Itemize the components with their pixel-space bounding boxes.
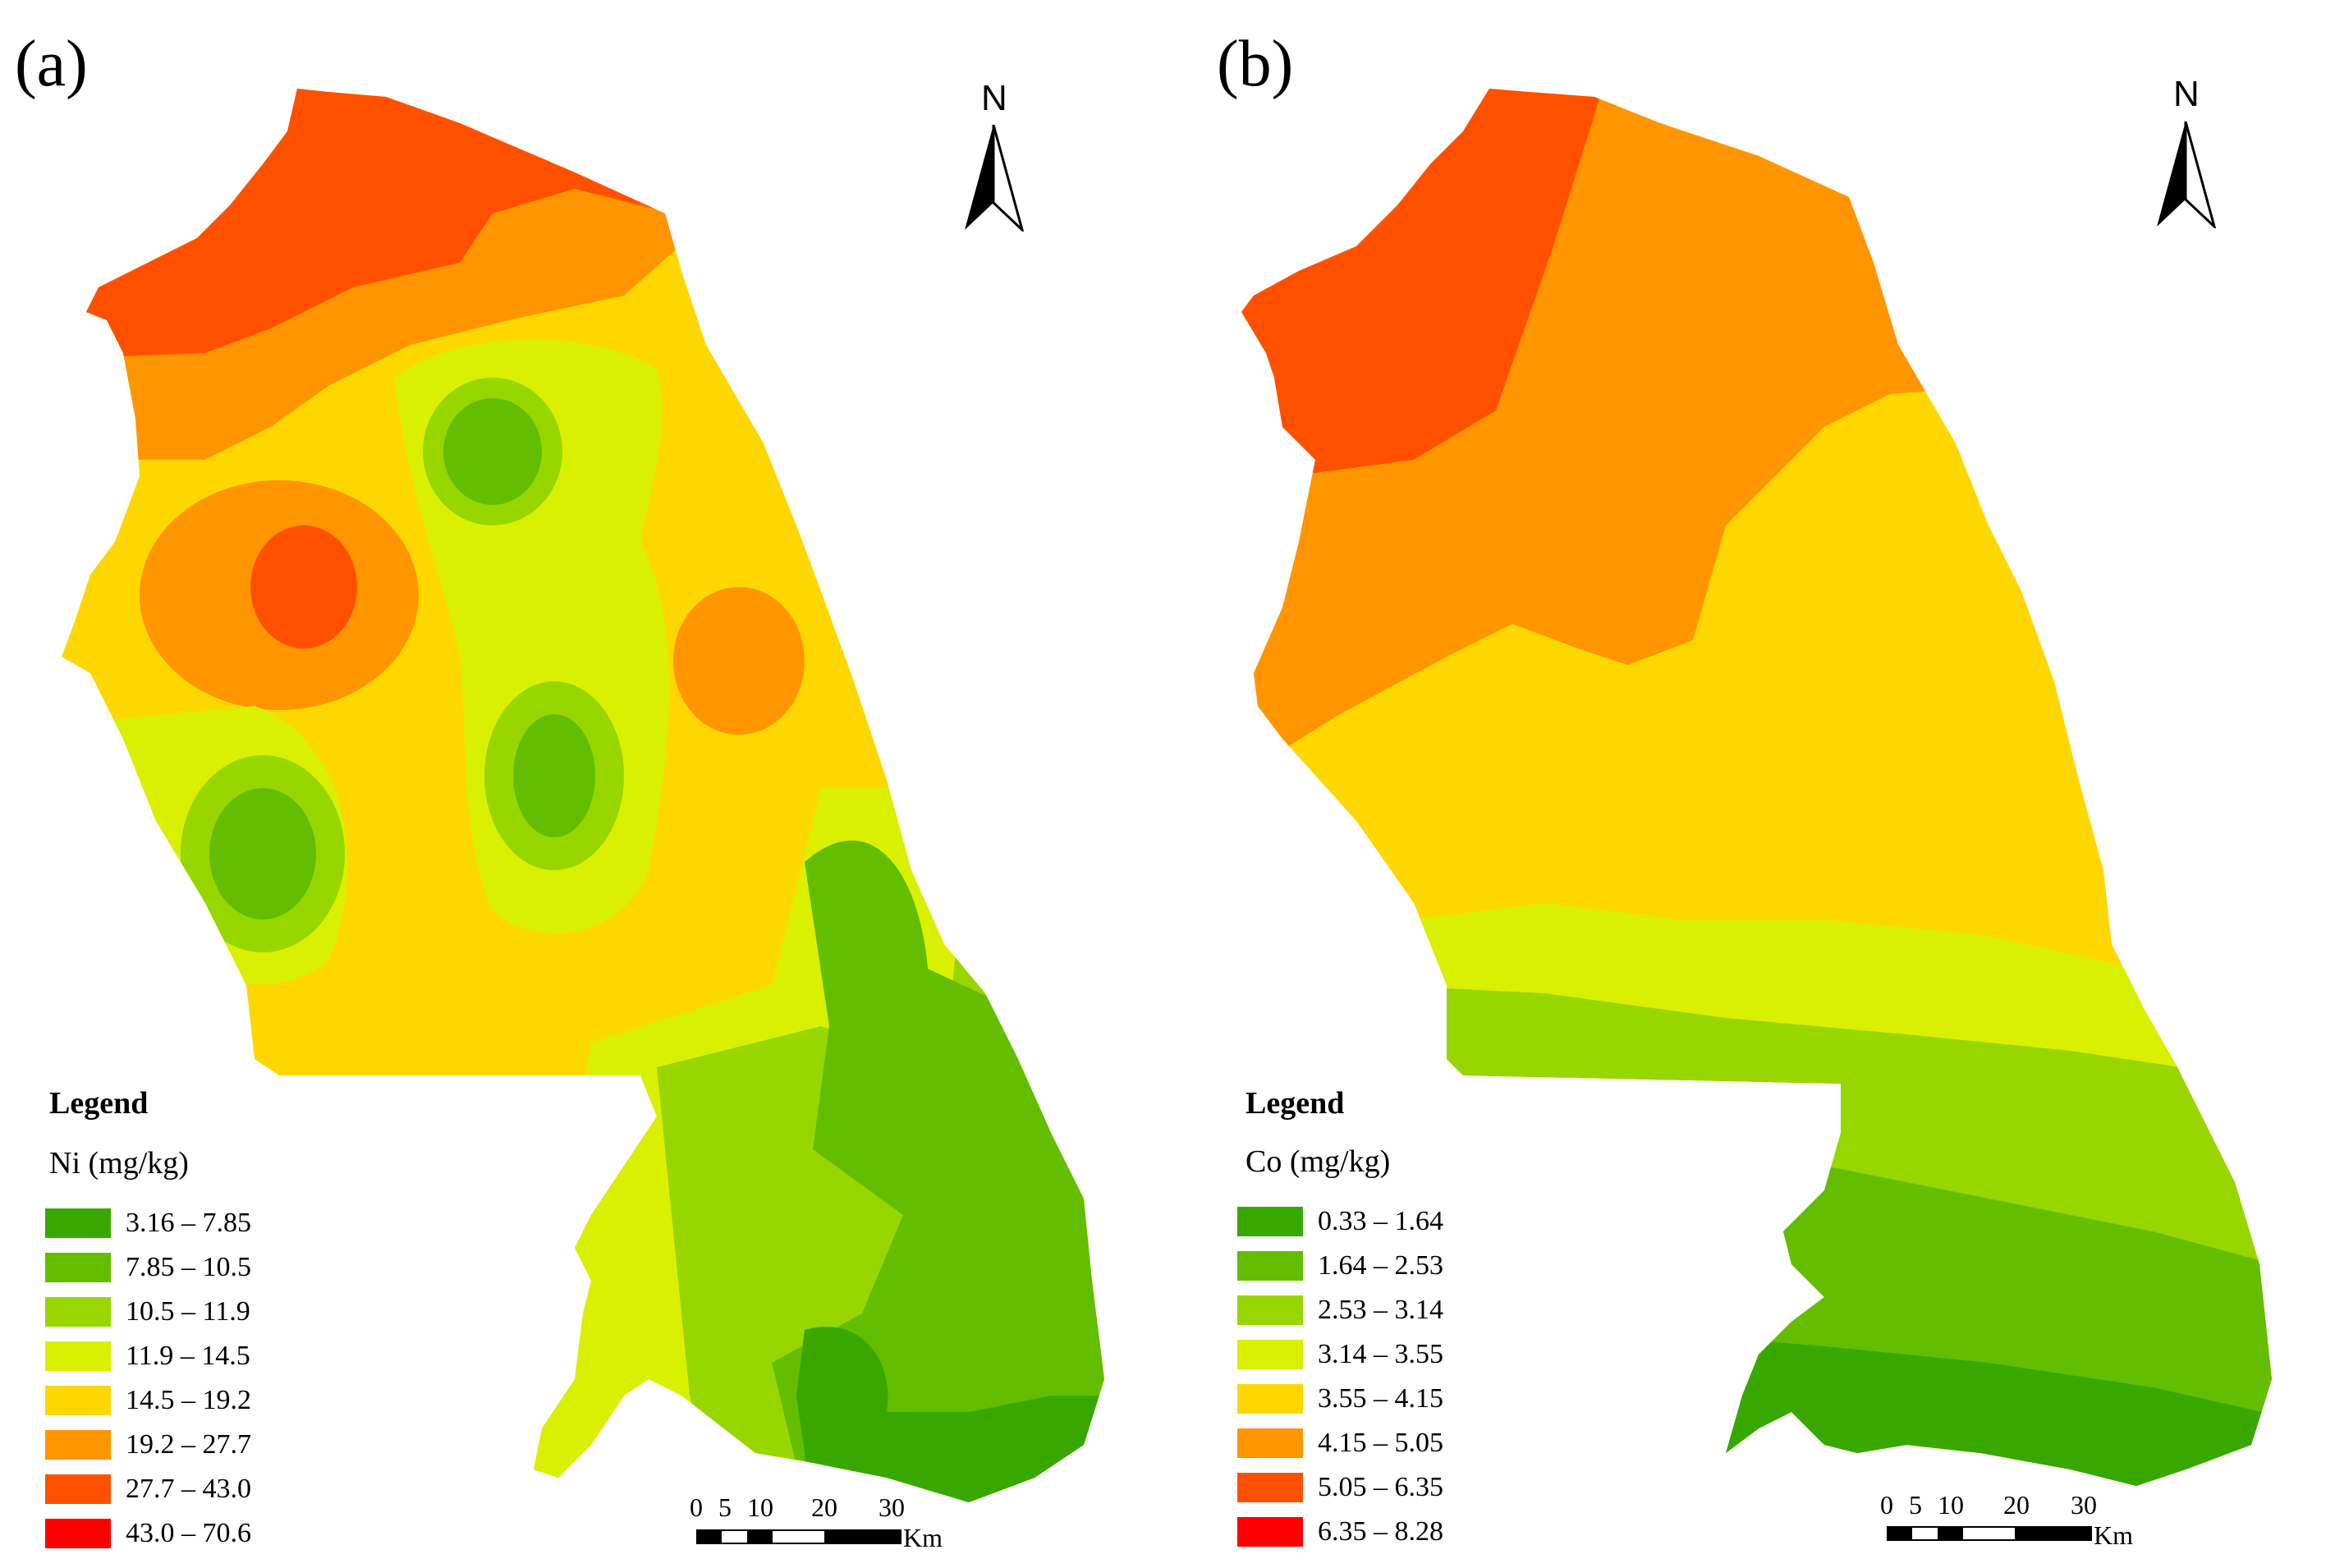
scale-tick-label: 5 (1909, 1490, 1922, 1520)
legend-swatch (45, 1386, 111, 1415)
legend-row: 43.0 – 70.6 (45, 1517, 251, 1550)
scale-tick-label: 30 (2071, 1490, 2097, 1520)
legend-row: 1.64 – 2.53 (1237, 1249, 1443, 1282)
zone-7.85-10.5-center (513, 714, 595, 837)
legend-range: 2.53 – 3.14 (1318, 1295, 1443, 1325)
panel-label: (b) (1217, 28, 1294, 100)
legend-range: 14.5 – 19.2 (126, 1385, 251, 1415)
panel-b: (b) N Legend Co (mg/kg) 0.33 – 1.64 1.64… (1168, 0, 2335, 1568)
north-label: N (2173, 74, 2200, 114)
legend-swatch (1237, 1517, 1303, 1547)
panel-a: (a) N (15, 28, 1104, 1552)
legend-range: 3.55 – 4.15 (1318, 1383, 1443, 1414)
legend-row: 3.16 – 7.85 (45, 1207, 251, 1240)
legend-swatch (45, 1208, 111, 1238)
legend-title: Legend (1245, 1086, 1345, 1121)
legend-unit: Ni (mg/kg) (49, 1146, 189, 1181)
legend-row: 6.35 – 8.28 (1237, 1515, 1443, 1548)
zone-27.7-43.0-west (250, 525, 357, 649)
scale-unit: Km (903, 1523, 943, 1552)
scale-bar (696, 1529, 901, 1544)
legend-range: 19.2 – 27.7 (126, 1429, 251, 1460)
legend-range: 7.85 – 10.5 (126, 1252, 251, 1282)
legend-swatch (1237, 1473, 1303, 1502)
legend-swatch (1237, 1384, 1303, 1414)
legend-range: 4.15 – 5.05 (1318, 1428, 1443, 1458)
scale-tick-label: 20 (811, 1492, 837, 1522)
legend-swatch (45, 1341, 111, 1371)
legend-range: 5.05 – 6.35 (1318, 1472, 1443, 1502)
north-arrow-icon (2157, 121, 2217, 228)
legend-range: 27.7 – 43.0 (126, 1474, 251, 1504)
legend-swatch (1237, 1295, 1303, 1325)
legend-title: Legend (49, 1086, 149, 1121)
scale-tick-label: 10 (747, 1492, 773, 1522)
panel-label: (a) (15, 28, 88, 100)
legend-swatch (45, 1297, 111, 1327)
scale-tick-label: 0 (690, 1492, 703, 1522)
legend-row: 10.5 – 11.9 (45, 1295, 250, 1328)
legend-range: 11.9 – 14.5 (126, 1341, 250, 1371)
ni-contour-zones (62, 89, 1104, 1502)
legend-swatch (45, 1253, 111, 1282)
legend-range: 10.5 – 11.9 (126, 1296, 250, 1327)
legend-row: 3.55 – 4.15 (1237, 1382, 1443, 1415)
co-concentration-map (1241, 89, 2272, 1486)
zone-7.85-10.5-west (209, 788, 316, 919)
legend-range: 3.16 – 7.85 (126, 1208, 251, 1238)
legend-row: 5.05 – 6.35 (1237, 1471, 1443, 1504)
legend-swatch (1237, 1340, 1303, 1369)
scale-tick-label: 5 (718, 1492, 732, 1522)
legend-row: 3.14 – 3.55 (1237, 1338, 1443, 1371)
legend-row: 14.5 – 19.2 (45, 1384, 251, 1417)
legend-row: 7.85 – 10.5 (45, 1251, 251, 1284)
scale-bar (1887, 1526, 2092, 1541)
scale-tick-label: 10 (1938, 1490, 1964, 1520)
legend-row: 2.53 – 3.14 (1237, 1294, 1443, 1327)
legend-row: 11.9 – 14.5 (45, 1340, 250, 1373)
legend-swatch (1237, 1251, 1303, 1281)
legend-range: 0.33 – 1.64 (1318, 1206, 1443, 1236)
legend-range: 6.35 – 8.28 (1318, 1516, 1443, 1547)
legend-range: 43.0 – 70.6 (126, 1518, 251, 1548)
scale-tick-label: 0 (1880, 1490, 1893, 1520)
scale-tick-label: 20 (2003, 1490, 2030, 1520)
legend-swatch (1237, 1207, 1303, 1236)
north-arrow-icon (965, 125, 1025, 232)
legend-swatch (1237, 1428, 1303, 1458)
legend-row: 0.33 – 1.64 (1237, 1205, 1443, 1238)
legend-swatch (45, 1474, 111, 1504)
legend-unit: Co (mg/kg) (1245, 1144, 1391, 1179)
zone-3.16-7.85-south (796, 1327, 1104, 1502)
scale-tick-label: 30 (878, 1492, 905, 1522)
scale-unit: Km (2094, 1520, 2133, 1550)
legend-row: 27.7 – 43.0 (45, 1473, 251, 1506)
legend-row: 19.2 – 27.7 (45, 1428, 251, 1461)
legend-range: 3.14 – 3.55 (1318, 1339, 1443, 1369)
legend-row: 4.15 – 5.05 (1237, 1427, 1443, 1460)
legend-range: 1.64 – 2.53 (1318, 1250, 1443, 1281)
legend-swatch (45, 1430, 111, 1460)
north-label: N (981, 78, 1007, 118)
ni-concentration-map (62, 89, 1104, 1502)
legend-swatch (45, 1519, 111, 1548)
zone-19.2-27.7-east (673, 587, 805, 735)
co-contour-zones (1241, 89, 2272, 1486)
zone-7.85-10.5-center-north (443, 398, 542, 505)
